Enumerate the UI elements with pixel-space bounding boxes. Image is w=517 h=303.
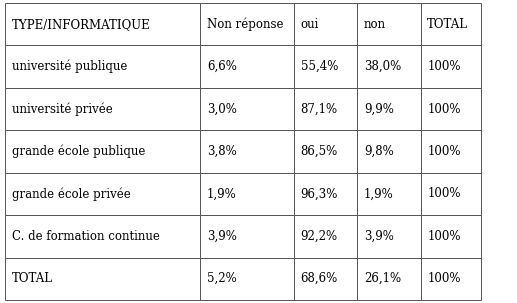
Text: 92,2%: 92,2% [301,230,338,243]
Bar [294,173,357,215]
Bar [421,173,481,215]
Bar [421,45,481,88]
Text: C. de formation continue: C. de formation continue [12,230,160,243]
Text: 3,0%: 3,0% [207,103,237,115]
Text: 5,2%: 5,2% [207,272,237,285]
Text: 38,0%: 38,0% [364,60,401,73]
Text: 9,8%: 9,8% [364,145,394,158]
Text: 100%: 100% [428,272,461,285]
Text: 1,9%: 1,9% [207,188,237,200]
Bar [5,258,200,300]
Text: 100%: 100% [428,60,461,73]
Text: 86,5%: 86,5% [301,145,338,158]
Text: TYPE/INFORMATIQUE: TYPE/INFORMATIQUE [12,18,150,31]
Text: 9,9%: 9,9% [364,103,394,115]
Text: 3,9%: 3,9% [207,230,237,243]
Text: 6,6%: 6,6% [207,60,237,73]
Text: TOTAL: TOTAL [428,18,468,31]
Bar [421,88,481,130]
Text: 55,4%: 55,4% [301,60,338,73]
Bar [294,45,357,88]
Bar [5,173,200,215]
Bar [421,258,481,300]
Bar [200,215,294,258]
Text: 100%: 100% [428,103,461,115]
Bar [200,88,294,130]
Bar [5,3,200,45]
Bar [5,130,200,173]
Bar [200,173,294,215]
Text: 3,9%: 3,9% [364,230,394,243]
Bar [200,45,294,88]
Bar [421,215,481,258]
Bar [421,130,481,173]
Text: 100%: 100% [428,230,461,243]
Text: oui: oui [301,18,319,31]
Bar [357,258,421,300]
Bar [5,45,200,88]
Bar [200,258,294,300]
Bar [357,88,421,130]
Text: TOTAL: TOTAL [12,272,53,285]
Text: grande école privée: grande école privée [12,187,131,201]
Text: 26,1%: 26,1% [364,272,401,285]
Text: 68,6%: 68,6% [301,272,338,285]
Bar [5,88,200,130]
Bar [294,88,357,130]
Text: grande école publique: grande école publique [12,145,145,158]
Text: 96,3%: 96,3% [301,188,338,200]
Text: 87,1%: 87,1% [301,103,338,115]
Text: non: non [364,18,386,31]
Bar [5,215,200,258]
Text: Non réponse: Non réponse [207,18,283,31]
Bar [357,130,421,173]
Text: 3,8%: 3,8% [207,145,237,158]
Bar [200,130,294,173]
Bar [421,3,481,45]
Text: 100%: 100% [428,188,461,200]
Bar [357,215,421,258]
Text: université privée: université privée [12,102,113,116]
Bar [200,3,294,45]
Bar [294,130,357,173]
Text: université publique: université publique [12,60,127,73]
Bar [357,45,421,88]
Bar [294,3,357,45]
Text: 1,9%: 1,9% [364,188,394,200]
Bar [294,215,357,258]
Text: 100%: 100% [428,145,461,158]
Bar [357,173,421,215]
Bar [357,3,421,45]
Bar [294,258,357,300]
